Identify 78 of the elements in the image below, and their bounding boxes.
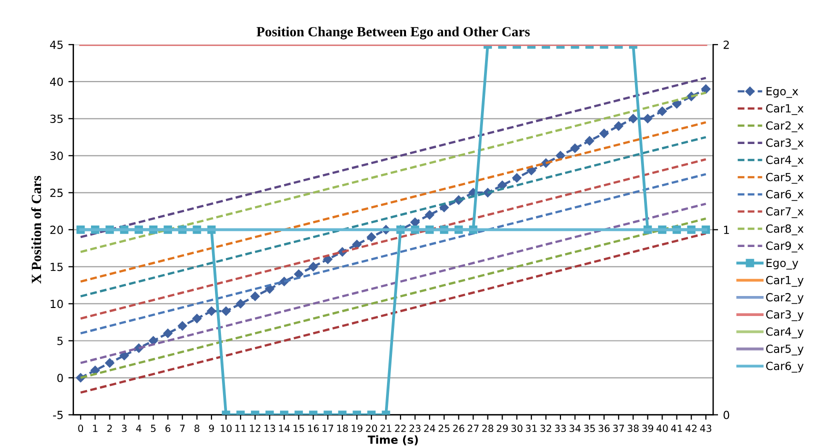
legend-label: Car7_x: [766, 207, 804, 218]
x-tick-label: 5: [150, 424, 156, 432]
x-tick-label: 15: [294, 424, 304, 432]
x-tick-label: 8: [194, 424, 200, 432]
x-tick-label: 26: [453, 424, 464, 432]
x-tick-label: 6: [165, 424, 170, 432]
y2-tick-label: 0: [724, 410, 730, 420]
x-tick-label: 1: [93, 424, 98, 432]
legend-label: Car5_y: [766, 344, 804, 356]
legend-label: Car2_y: [766, 293, 804, 304]
legend-label: Car4_y: [766, 327, 804, 338]
x-tick-label: 9: [209, 424, 214, 432]
legend-label: Ego_x: [766, 87, 798, 98]
x-tick-label: 35: [584, 424, 595, 432]
x-tick-label: 2: [107, 424, 112, 432]
legend-label: Ego_y: [766, 258, 798, 270]
x-tick-label: 7: [180, 424, 185, 432]
y-tick-label: 20: [50, 226, 63, 234]
x-tick-label: 31: [526, 424, 537, 432]
x-tick-label: 23: [410, 424, 420, 432]
y-tick-label: 15: [50, 262, 63, 272]
x-tick-label: 19: [352, 424, 362, 432]
x-tick-label: 36: [598, 424, 610, 432]
x-tick-label: 38: [628, 424, 639, 432]
x-tick-label: 21: [380, 424, 392, 432]
x-tick-label: 25: [438, 424, 450, 432]
x-tick-label: 22: [395, 424, 406, 432]
x-tick-label: 28: [482, 424, 494, 432]
legend-label: Car6_y: [766, 362, 804, 373]
x-tick-label: 42: [686, 424, 697, 432]
x-tick-label: 0: [78, 424, 84, 432]
x-tick-label: 3: [122, 424, 127, 432]
x-tick-label: 11: [235, 424, 246, 432]
x-tick-label: 30: [511, 424, 522, 432]
x-tick-label: 10: [220, 424, 232, 432]
legend-label: Car8_x: [766, 224, 804, 236]
x-tick-label: 34: [570, 424, 581, 432]
x-tick-label: 14: [279, 424, 290, 432]
x-axis-title: Time (s): [368, 435, 418, 446]
x-tick-label: 12: [250, 424, 260, 432]
x-tick-label: 40: [656, 424, 668, 432]
y-tick-label: -5: [53, 410, 63, 420]
legend-label: Car6_x: [766, 190, 804, 201]
x-tick-label: 4: [136, 424, 142, 432]
x-tick-label: 24: [424, 424, 436, 432]
y-tick-label: 0: [57, 374, 63, 382]
x-tick-label: 17: [322, 424, 334, 432]
legend-label: Car1_y: [766, 276, 804, 287]
y-tick-label: 35: [50, 114, 63, 124]
y-tick-label: 25: [50, 188, 63, 198]
y2-tick-label: 1: [724, 226, 729, 234]
x-tick-label: 39: [642, 424, 654, 432]
legend-label: Car5_x: [766, 172, 804, 184]
x-tick-label: 41: [671, 424, 682, 432]
x-tick-label: 27: [468, 424, 479, 432]
y-tick-label: 10: [50, 300, 63, 308]
legend-label: Car3_y: [766, 310, 804, 322]
x-tick-label: 32: [540, 424, 552, 432]
x-tick-label: 37: [613, 424, 624, 432]
x-tick-label: 29: [496, 424, 508, 432]
y2-tick-label: 2: [724, 40, 729, 49]
y-tick-label: 30: [50, 152, 63, 160]
chart-title: Position Change Between Ego and Other Cars: [256, 26, 530, 40]
legend-label: Car1_x: [766, 104, 804, 116]
y-tick-label: 45: [50, 40, 63, 49]
x-tick-label: 16: [308, 424, 319, 432]
x-tick-label: 43: [700, 424, 712, 432]
legend-label: Car3_x: [766, 138, 804, 150]
legend-label: Car4_x: [766, 156, 804, 167]
x-tick-label: 20: [366, 424, 377, 432]
legend-label: Car2_x: [766, 121, 804, 132]
y-tick-label: 5: [57, 336, 63, 346]
legend-label: Car9_x: [766, 242, 804, 252]
y-tick-label: 40: [50, 78, 63, 86]
x-tick-label: 18: [337, 424, 348, 432]
y-axis-title: X Position of Cars: [31, 176, 42, 284]
x-tick-label: 13: [264, 424, 276, 432]
x-tick-label: 33: [555, 424, 566, 432]
